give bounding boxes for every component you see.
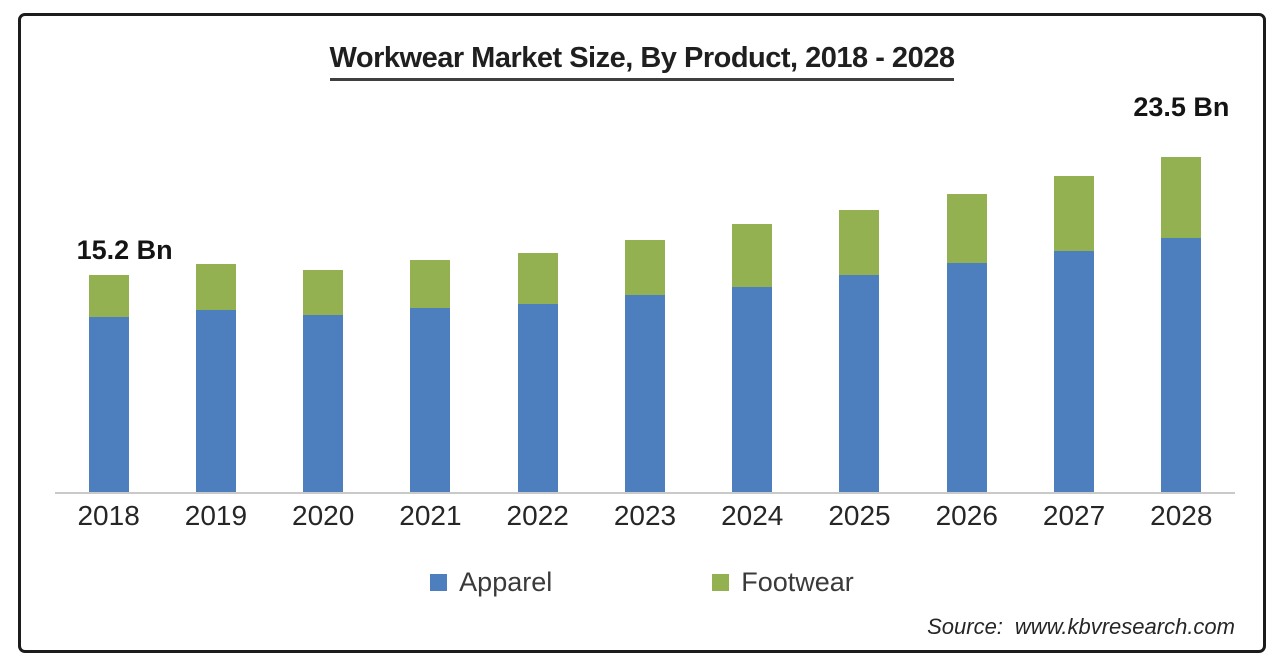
bar-2018-footwear-segment: [88, 275, 129, 317]
x-axis-label-2021: 2021: [399, 500, 462, 531]
x-axis-label-2026: 2026: [935, 500, 998, 531]
plot-area: 15.2 Bn 23.5 Bn: [55, 92, 1235, 494]
bar-slot-2026: [913, 112, 1020, 492]
bar-2027-apparel-segment: [1054, 251, 1095, 492]
apparel-swatch-icon: [430, 574, 448, 591]
bar-slot-2020: [270, 112, 377, 492]
source-prefix: Source:: [927, 614, 1003, 639]
bar-2022-apparel-segment: [517, 303, 558, 492]
bar-slot-2023: [591, 112, 698, 492]
stacked-bar-2022: [517, 252, 558, 492]
bars-container: [55, 112, 1235, 492]
x-axis-label-2025: 2025: [828, 500, 891, 531]
bar-slot-2024: [699, 112, 806, 492]
x-axis-label-2019: 2019: [184, 500, 248, 531]
legend-label-apparel: Apparel: [459, 567, 553, 597]
bar-slot-2025: [806, 112, 913, 492]
footwear-swatch-icon: [712, 574, 730, 591]
chart-frame: Workwear Market Size, By Product, 2018 -…: [18, 13, 1266, 653]
x-axis-label-2018: 2018: [77, 500, 140, 531]
bar-2020-apparel-segment: [303, 315, 344, 492]
bar-slot-2021: [377, 112, 484, 492]
stacked-bar-2023: [624, 239, 665, 492]
x-axis-label-2028: 2028: [1150, 500, 1213, 531]
stacked-bar-2024: [732, 224, 773, 492]
bar-2027-footwear-segment: [1054, 175, 1095, 252]
stacked-bar-2027: [1054, 175, 1095, 492]
legend-item-apparel: Apparel: [430, 567, 552, 598]
stacked-bar-2020: [303, 269, 344, 492]
bar-slot-2028: [1128, 112, 1235, 492]
x-axis-labels: 2018 2019 2020 2021 2022 2023 2024 2025 2026 2027…: [55, 500, 1235, 532]
bar-slot-2022: [484, 112, 591, 492]
bar-slot-2027: [1020, 112, 1127, 492]
stacked-bar-2025: [839, 209, 880, 492]
x-axis-label-2020: 2020: [292, 500, 355, 531]
bar-2019-footwear-segment: [195, 264, 236, 310]
source-url: www.kbvresearch.com: [1014, 614, 1235, 639]
stacked-bar-2018: [88, 275, 129, 492]
bar-2023-apparel-segment: [624, 295, 665, 492]
value-label-2028: 23.5 Bn: [1133, 92, 1230, 123]
bar-2019-apparel-segment: [195, 309, 236, 492]
bar-slot-2018: [55, 112, 162, 492]
bar-2026-apparel-segment: [946, 262, 987, 492]
stacked-bar-2021: [410, 259, 451, 492]
source-attribution: Source: www.kbvresearch.com: [927, 614, 1235, 640]
stacked-bar-2019: [195, 264, 236, 492]
bar-2026-footwear-segment: [946, 194, 987, 263]
bar-2028-footwear-segment: [1161, 157, 1202, 239]
legend: Apparel Footwear: [21, 567, 1263, 598]
value-label-2018: 15.2 Bn: [76, 235, 173, 266]
bar-2025-footwear-segment: [839, 209, 880, 276]
x-axis-label-2023: 2023: [613, 500, 677, 531]
bar-2020-footwear-segment: [303, 269, 344, 316]
x-axis-label-2027: 2027: [1042, 500, 1106, 531]
bar-2023-footwear-segment: [624, 239, 665, 296]
bar-2024-apparel-segment: [732, 286, 773, 492]
bar-2024-footwear-segment: [732, 224, 773, 287]
bar-2021-footwear-segment: [410, 259, 451, 309]
stacked-bar-2028: [1161, 157, 1202, 492]
bar-slot-2019: [162, 112, 269, 492]
bar-2022-footwear-segment: [517, 252, 558, 304]
legend-label-footwear: Footwear: [741, 567, 854, 597]
legend-item-footwear: Footwear: [712, 567, 854, 598]
x-axis-label-2024: 2024: [721, 500, 784, 531]
bar-2025-apparel-segment: [839, 275, 880, 492]
bar-2021-apparel-segment: [410, 308, 451, 492]
bar-2028-apparel-segment: [1161, 238, 1202, 492]
title-container: Workwear Market Size, By Product, 2018 -…: [21, 42, 1263, 81]
x-axis-label-2022: 2022: [506, 500, 569, 531]
bar-2018-apparel-segment: [88, 316, 129, 492]
stacked-bar-2026: [946, 194, 987, 492]
chart-title: Workwear Market Size, By Product, 2018 -…: [329, 42, 955, 81]
